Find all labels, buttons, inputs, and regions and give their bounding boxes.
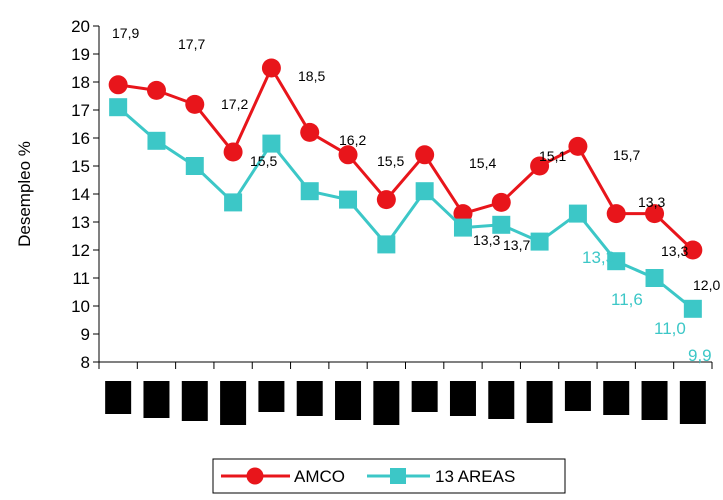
data-point-amco	[338, 145, 358, 165]
data-label-amco: 17,9	[112, 25, 139, 41]
data-point-amco	[415, 145, 435, 165]
series	[108, 58, 703, 318]
data-point-amco	[568, 136, 588, 156]
data-label-amco: 18,5	[298, 68, 325, 84]
data-point-13-areas	[300, 182, 319, 201]
data-point-13-areas	[377, 235, 396, 254]
y-tick-label: 18	[71, 73, 90, 92]
data-label-amco: 16,2	[339, 132, 366, 148]
data-label-amco: 17,2	[221, 96, 248, 112]
data-label-13-areas: 11,6	[611, 290, 643, 309]
x-tick-label-redacted	[411, 381, 438, 412]
y-axis: 8 9 10 11 12 13 14 15 16 17 18 19 20	[71, 17, 100, 372]
x-tick-label-redacted	[105, 381, 132, 414]
y-tick-label: 17	[71, 101, 90, 120]
data-point-amco	[645, 204, 665, 224]
x-axis	[98, 361, 713, 369]
y-tick-label: 13	[71, 213, 90, 232]
data-point-13-areas	[453, 218, 472, 237]
x-tick-label-redacted	[449, 381, 476, 416]
data-label-13-areas: 9,9	[688, 346, 712, 365]
data-label-amco: 15,4	[469, 155, 496, 171]
data-label-amco: 13,7	[503, 237, 530, 253]
x-tick-label-redacted	[603, 381, 630, 415]
data-point-13-areas	[683, 299, 702, 318]
data-label-amco: 12,0	[693, 277, 720, 293]
data-point-amco	[453, 204, 473, 224]
data-point-13-areas	[492, 215, 511, 234]
x-tick-label-redacted	[143, 381, 170, 418]
y-tick-label: 9	[81, 325, 90, 344]
legend-label-13-areas: 13 AREAS	[435, 467, 515, 486]
data-point-13-areas	[339, 190, 358, 209]
data-point-amco	[223, 142, 243, 162]
data-label-13-areas: 11,0	[654, 319, 686, 338]
y-tick-label: 20	[71, 17, 90, 36]
y-tick-label: 15	[71, 157, 90, 176]
y-tick-label: 11	[72, 269, 90, 288]
data-point-amco	[491, 192, 511, 212]
series-line-13-areas	[117, 106, 694, 310]
x-tick-label-redacted	[564, 381, 591, 411]
x-tick-label-redacted	[220, 381, 247, 425]
data-label-amco: 15,5	[250, 153, 277, 169]
series-line-amco	[117, 66, 694, 252]
data-point-13-areas	[607, 252, 626, 271]
data-point-13-areas	[568, 204, 587, 223]
data-point-13-areas	[530, 232, 549, 251]
y-axis-title: Desempleo %	[15, 141, 34, 247]
data-point-amco	[261, 58, 281, 78]
data-point-amco	[606, 204, 626, 224]
data-point-amco	[683, 240, 703, 260]
data-point-13-areas	[147, 131, 166, 150]
x-tick-label-redacted	[335, 381, 362, 420]
data-label-amco: 15,7	[613, 147, 640, 163]
x-tick-label-redacted	[258, 381, 285, 412]
x-tick-label-redacted	[488, 381, 515, 419]
x-tick-label-redacted	[181, 381, 208, 421]
data-point-amco	[300, 122, 320, 142]
y-tick-label: 8	[81, 353, 90, 372]
y-tick-label: 19	[71, 45, 90, 64]
data-point-amco	[185, 94, 205, 114]
x-tick-label-redacted	[526, 381, 553, 423]
y-tick-label: 14	[71, 185, 90, 204]
legend-marker-13-areas	[390, 468, 406, 484]
legend-label-amco: AMCO	[294, 467, 345, 486]
x-tick-labels-redacted	[105, 381, 706, 425]
data-point-13-areas	[262, 134, 281, 153]
x-tick-label-redacted	[373, 381, 400, 425]
data-point-13-areas	[645, 269, 664, 287]
data-point-13-areas	[109, 98, 128, 117]
data-label-amco: 13,3	[638, 194, 665, 210]
data-point-13-areas	[185, 157, 204, 175]
y-tick-label: 12	[71, 241, 90, 260]
data-point-amco	[146, 80, 166, 100]
data-label-amco: 13,3	[661, 243, 688, 259]
data-label-amco: 15,1	[539, 148, 566, 164]
data-labels: 17,917,717,215,518,516,215,5 15,413,3 13,7…	[112, 25, 720, 365]
data-label-amco: 15,5	[377, 153, 404, 169]
data-label-amco: 13,3	[473, 232, 500, 248]
data-point-amco	[376, 190, 396, 210]
data-point-13-areas	[415, 182, 434, 201]
data-point-13-areas	[224, 193, 243, 212]
x-tick-label-redacted	[641, 381, 668, 420]
y-tick-label: 10	[71, 297, 90, 316]
legend-marker-amco	[246, 467, 264, 485]
legend: AMCO 13 AREAS	[212, 458, 566, 494]
x-tick-label-redacted	[296, 381, 323, 416]
x-tick-label-redacted	[679, 381, 706, 424]
y-tick-label: 16	[71, 129, 90, 148]
data-point-amco	[108, 75, 128, 95]
data-label-amco: 17,7	[178, 36, 205, 52]
data-point-amco	[530, 156, 550, 176]
data-label-13-areas: 13,3	[582, 248, 615, 267]
